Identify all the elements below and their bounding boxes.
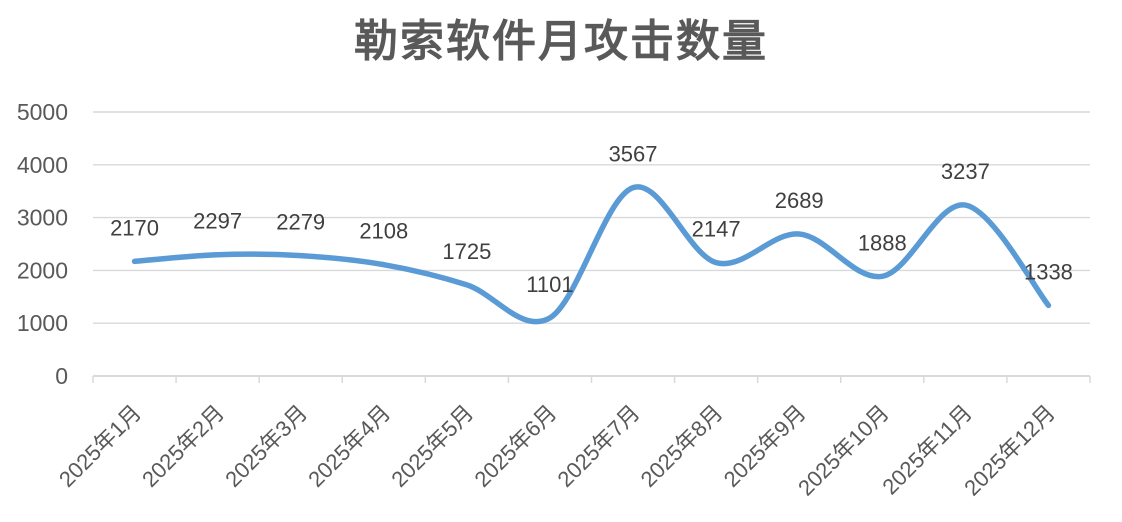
series-line (131, 184, 1052, 325)
x-axis-tick-label: 2025年6月 (469, 400, 561, 492)
data-label: 2689 (775, 188, 824, 213)
data-label: 2147 (692, 217, 741, 242)
data-label: 1888 (858, 230, 907, 255)
y-axis-tick-label: 5000 (17, 99, 68, 125)
x-axis-tick-label: 2025年4月 (303, 400, 395, 492)
x-axis-tick-label: 2025年10月 (793, 400, 894, 501)
chart-title: 勒索软件月攻击数量 (354, 17, 768, 66)
data-label: 3237 (941, 159, 990, 184)
x-axis-tick-label: 2025年12月 (959, 400, 1060, 501)
x-axis-tick-label: 2025年1月 (54, 400, 146, 492)
data-label: 3567 (609, 142, 658, 167)
data-label: 2279 (276, 210, 325, 235)
x-axis-tick-label: 2025年7月 (553, 400, 645, 492)
y-axis-tick-label: 0 (55, 363, 68, 389)
data-label: 1725 (442, 239, 491, 264)
data-label: 1101 (526, 272, 573, 297)
x-axis-tick-label: 2025年8月 (636, 400, 728, 492)
x-axis-tick-label: 2025年3月 (220, 400, 312, 492)
data-label: 2297 (193, 209, 242, 234)
y-axis-tick-label: 2000 (17, 257, 68, 283)
data-label: 1338 (1024, 259, 1073, 284)
y-axis-tick-label: 4000 (17, 152, 68, 178)
data-label: 2108 (359, 219, 408, 244)
x-axis-tick-label: 2025年2月 (137, 400, 229, 492)
y-axis-tick-label: 3000 (17, 205, 68, 231)
data-label: 2170 (110, 215, 159, 240)
y-axis-tick-label: 1000 (17, 310, 68, 336)
x-axis-tick-label: 2025年5月 (386, 400, 478, 492)
